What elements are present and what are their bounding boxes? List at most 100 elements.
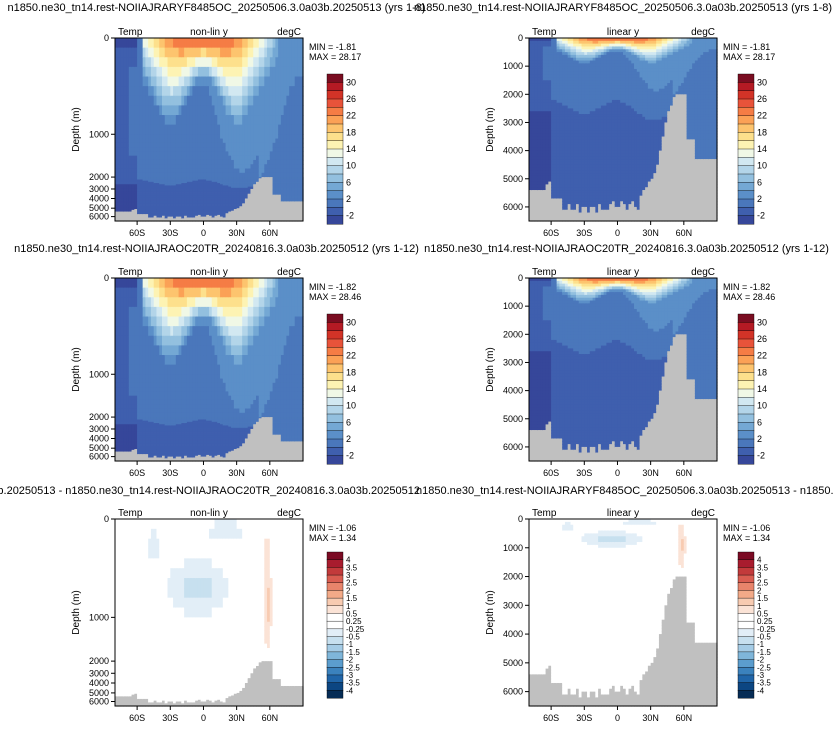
panel-2-ytick-3: 3000 [503,117,523,127]
panel-1-ylabel: Depth (m) [71,107,82,151]
panel-2-ylabel: Depth (m) [485,107,496,151]
panel-2-colorbar-label-1: 26 [757,94,767,104]
panel-3-ylabel: Depth (m) [71,347,82,391]
panel-1-colorbar-label-5: 10 [346,161,356,171]
plot-panel-4 [525,278,754,465]
panel-3-ytick-6: 6000 [89,452,109,462]
panel-3-colorbar-label-3: 18 [346,367,356,377]
panel-3-min-stat: MIN = -1.82 [309,282,356,292]
panel-4-ytick-4: 4000 [503,386,523,396]
panel-3-colorbar-label-0: 30 [346,317,356,327]
plot-panel-1 [111,38,343,225]
panel-4-xtick-3: 30N [642,468,659,478]
panel-3-xtick-3: 30N [228,468,245,478]
panel-3-field-label: Temp [118,267,143,278]
panel-1-colorbar-label-8: -2 [346,211,354,221]
panel-5-scale-label: non-lin y [190,508,228,519]
panel-2-colorbar-label-6: 6 [757,177,762,187]
panel-4-colorbar-label-1: 26 [757,334,767,344]
panel-6-field-label: Temp [532,508,557,519]
panel-5-xtick-4: 60N [262,713,279,723]
panel-2-max-stat: MAX = 28.17 [723,52,775,62]
panel-1-scale-label: non-lin y [190,27,228,38]
panel-5-ytick-1: 1000 [89,612,109,622]
panel-6-ytick-1: 1000 [503,543,523,553]
panel-4-units-label: degC [691,267,715,278]
panel-3-colorbar-label-1: 26 [346,334,356,344]
panel-6-xtick-0: 60S [543,713,559,723]
panel-2-colorbar-label-5: 10 [757,161,767,171]
panel-2-ytick-5: 5000 [503,174,523,184]
panel-6-xtick-3: 30N [642,713,659,723]
panel-5-ytick-0: 0 [104,514,109,524]
panel-2-xtick-4: 60N [676,228,693,238]
panel-5-max-stat: MAX = 1.34 [309,533,356,543]
panel-1-xtick-0: 60S [129,228,145,238]
panel-5-ytick-3: 3000 [89,668,109,678]
panel-1-field-label: Temp [118,27,143,38]
panel-4-colorbar-label-8: -2 [757,451,765,461]
panel-1-ytick-3: 3000 [89,184,109,194]
panel-4-colorbar-label-3: 18 [757,367,767,377]
panel-6-ytick-4: 4000 [503,629,523,639]
plot-panel-5 [111,519,343,710]
plot-panel-6 [525,519,754,710]
panel-4-ytick-2: 2000 [503,329,523,339]
panel-3-max-stat: MAX = 28.46 [309,292,361,302]
panel-5-xtick-3: 30N [228,713,245,723]
panel-5-field-label: Temp [118,508,143,519]
panel-5-units-label: degC [277,508,301,519]
panel-6-ylabel: Depth (m) [485,590,496,634]
panel-6-ytick-0: 0 [518,514,523,524]
panel-4-xtick-1: 30S [576,468,592,478]
panel-2-colorbar-label-7: 2 [757,194,762,204]
panel-6-ytick-2: 2000 [503,572,523,582]
panel-1-ytick-4: 4000 [89,193,109,203]
panel-5-ytick-6: 6000 [89,697,109,707]
panel-1-ytick-6: 6000 [89,212,109,222]
plot-panel-2 [525,38,754,225]
panel-2-min-stat: MIN = -1.81 [723,42,770,52]
panel-1-ytick-0: 0 [104,33,109,43]
panel-1-max-stat: MAX = 28.17 [309,52,361,62]
panel-6-units-label: degC [691,508,715,519]
panel-5-ytick-2: 2000 [89,656,109,666]
panel-3-colorbar-label-4: 14 [346,384,356,394]
panel-1-colorbar-label-3: 18 [346,127,356,137]
panel-6-xtick-4: 60N [676,713,693,723]
plot-panel-3 [111,278,343,465]
panel-3-ytick-1: 1000 [89,369,109,379]
panel-2-colorbar-label-8: -2 [757,211,765,221]
panel-1-xtick-1: 30S [162,228,178,238]
panel-1-ytick-1: 1000 [89,129,109,139]
panel-5-ylabel: Depth (m) [71,590,82,634]
panel-6-max-stat: MAX = 1.34 [723,533,770,543]
panel-6-colorbar-label-17: -4 [757,686,765,695]
panel-4-colorbar-label-6: 6 [757,417,762,427]
panel-2-colorbar-label-0: 30 [757,77,767,87]
panel-2-ytick-1: 1000 [503,61,523,71]
panel-1-min-stat: MIN = -1.81 [309,42,356,52]
panel-3-xtick-1: 30S [162,468,178,478]
panel-3-scale-label: non-lin y [190,267,228,278]
panel-3-colorbar-label-6: 6 [346,417,351,427]
panel-1-colorbar-label-0: 30 [346,77,356,87]
panel-4-ylabel: Depth (m) [485,347,496,391]
panel-3-colorbar-label-8: -2 [346,451,354,461]
panel-4-max-stat: MAX = 28.46 [723,292,775,302]
panel-1-colorbar-label-2: 22 [346,111,356,121]
panel-5-xtick-2: 0 [201,713,206,723]
panel-4-ytick-1: 1000 [503,301,523,311]
panel-1-xtick-3: 30N [228,228,245,238]
panel-3-xtick-0: 60S [129,468,145,478]
panel-2-colorbar-label-4: 14 [757,144,767,154]
panel-3-units-label: degC [277,267,301,278]
panel-3-ytick-3: 3000 [89,424,109,434]
panel-2-units-label: degC [691,27,715,38]
panel-2-field-label: Temp [532,27,557,38]
panel-3-colorbar-label-2: 22 [346,351,356,361]
panel-4-colorbar-label-7: 2 [757,434,762,444]
panel-2-scale-label: linear y [607,27,639,38]
panel-4-ytick-6: 6000 [503,442,523,452]
